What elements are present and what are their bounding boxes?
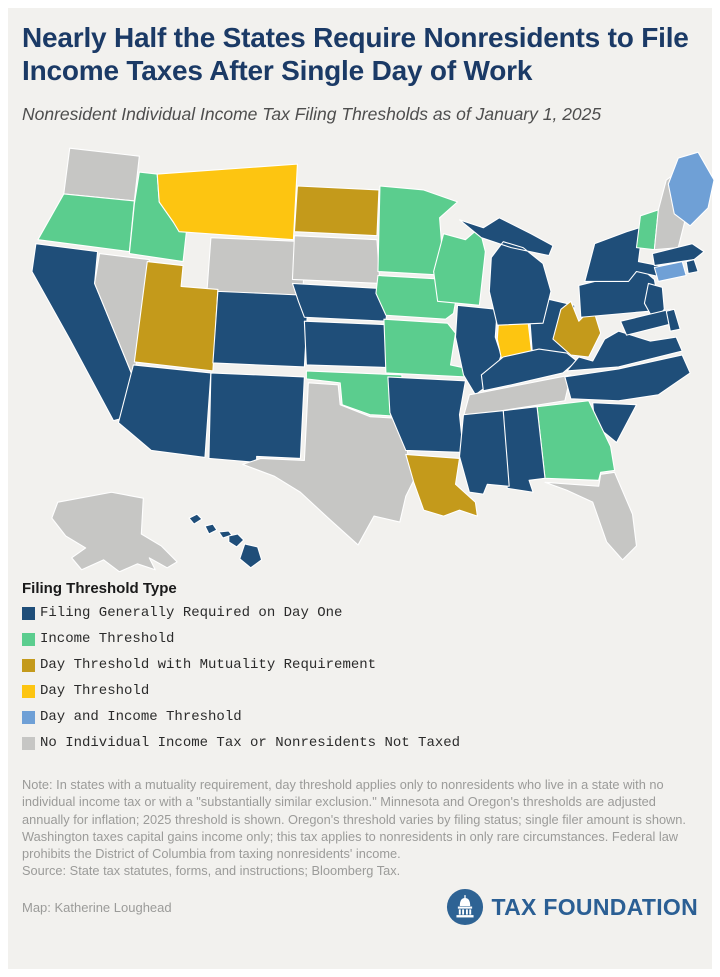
state-arizona (117, 364, 212, 459)
state-rhode-island (685, 259, 699, 275)
state-oregon (37, 193, 135, 253)
state-maine (667, 151, 715, 227)
state-colorado (212, 291, 309, 368)
legend-heading: Filing Threshold Type (22, 580, 177, 598)
source-text: Source: State tax statutes, forms, and i… (22, 863, 401, 879)
legend-item-mutuality: Day Threshold with Mutuality Requirement (22, 656, 700, 675)
state-tennessee (462, 374, 572, 418)
state-connecticut (653, 261, 687, 283)
legend-label: Income Threshold (40, 631, 175, 648)
state-georgia (536, 400, 616, 482)
logo-text: TAX FOUNDATION (491, 893, 698, 920)
state-new-mexico (208, 372, 305, 464)
legend-swatch-day-one (22, 607, 35, 621)
page-title: Nearly Half the States Require Nonreside… (22, 22, 689, 86)
state-wyoming (206, 237, 307, 297)
legend-swatch-income-threshold (22, 633, 35, 647)
legend-swatch-day-and-income (22, 711, 35, 725)
state-north-carolina (564, 354, 691, 402)
legend-swatch-no-tax (22, 737, 35, 751)
state-wisconsin (433, 227, 486, 307)
state-hawaii (188, 513, 263, 569)
map-credit: Map: Katherine Loughead (22, 899, 172, 915)
state-utah (133, 261, 219, 372)
state-montana (156, 163, 298, 241)
state-florida (544, 472, 638, 561)
state-massachusetts (651, 243, 705, 267)
legend-swatch-day-threshold (22, 685, 35, 699)
state-michigan (458, 217, 554, 326)
state-louisiana (405, 454, 478, 517)
state-alaska (51, 491, 178, 573)
infographic-card: Nearly Half the States Require Nonreside… (8, 8, 715, 969)
state-alabama (502, 406, 546, 494)
legend-label: Filing Generally Required on Day One (40, 605, 343, 622)
state-missouri (383, 318, 466, 378)
legend-label: Day and Income Threshold (40, 709, 242, 726)
legend-label: Day Threshold with Mutuality Requirement (40, 657, 377, 674)
legend-swatch-mutuality (22, 659, 35, 673)
state-washington (63, 147, 140, 202)
state-south-dakota (291, 235, 381, 285)
state-nebraska (291, 283, 389, 323)
us-choropleth-map (22, 144, 715, 573)
footnotes: Note: In states with a mutuality require… (22, 776, 700, 879)
legend-item-no-tax: No Individual Income Tax or Nonresidents… (22, 734, 700, 753)
legend-item-income-threshold: Income Threshold (22, 630, 700, 649)
note-text: Note: In states with a mutuality require… (22, 777, 686, 862)
legend-item-day-threshold: Day Threshold (22, 682, 700, 701)
legend-item-day-one: Filing Generally Required on Day One (22, 604, 700, 623)
state-north-dakota (293, 185, 380, 237)
legend-label: No Individual Income Tax or Nonresidents… (40, 735, 461, 752)
legend-label: Day Threshold (40, 683, 150, 700)
credit-row: Map: Katherine Loughead TAX FOUNDATION (22, 888, 700, 926)
legend-item-day-and-income: Day and Income Threshold (22, 708, 700, 727)
subtitle: Nonresident Individual Income Tax Filing… (22, 103, 602, 124)
state-virginia (566, 330, 683, 372)
state-minnesota (377, 185, 459, 277)
state-delaware (665, 308, 681, 332)
us-map-svg (31, 147, 715, 573)
legend: Filing Threshold Type Filing Generally R… (22, 580, 700, 753)
state-mississippi (458, 410, 510, 496)
tax-foundation-logo: TAX FOUNDATION (446, 888, 699, 926)
state-texas (242, 382, 418, 546)
capitol-icon (446, 889, 483, 926)
